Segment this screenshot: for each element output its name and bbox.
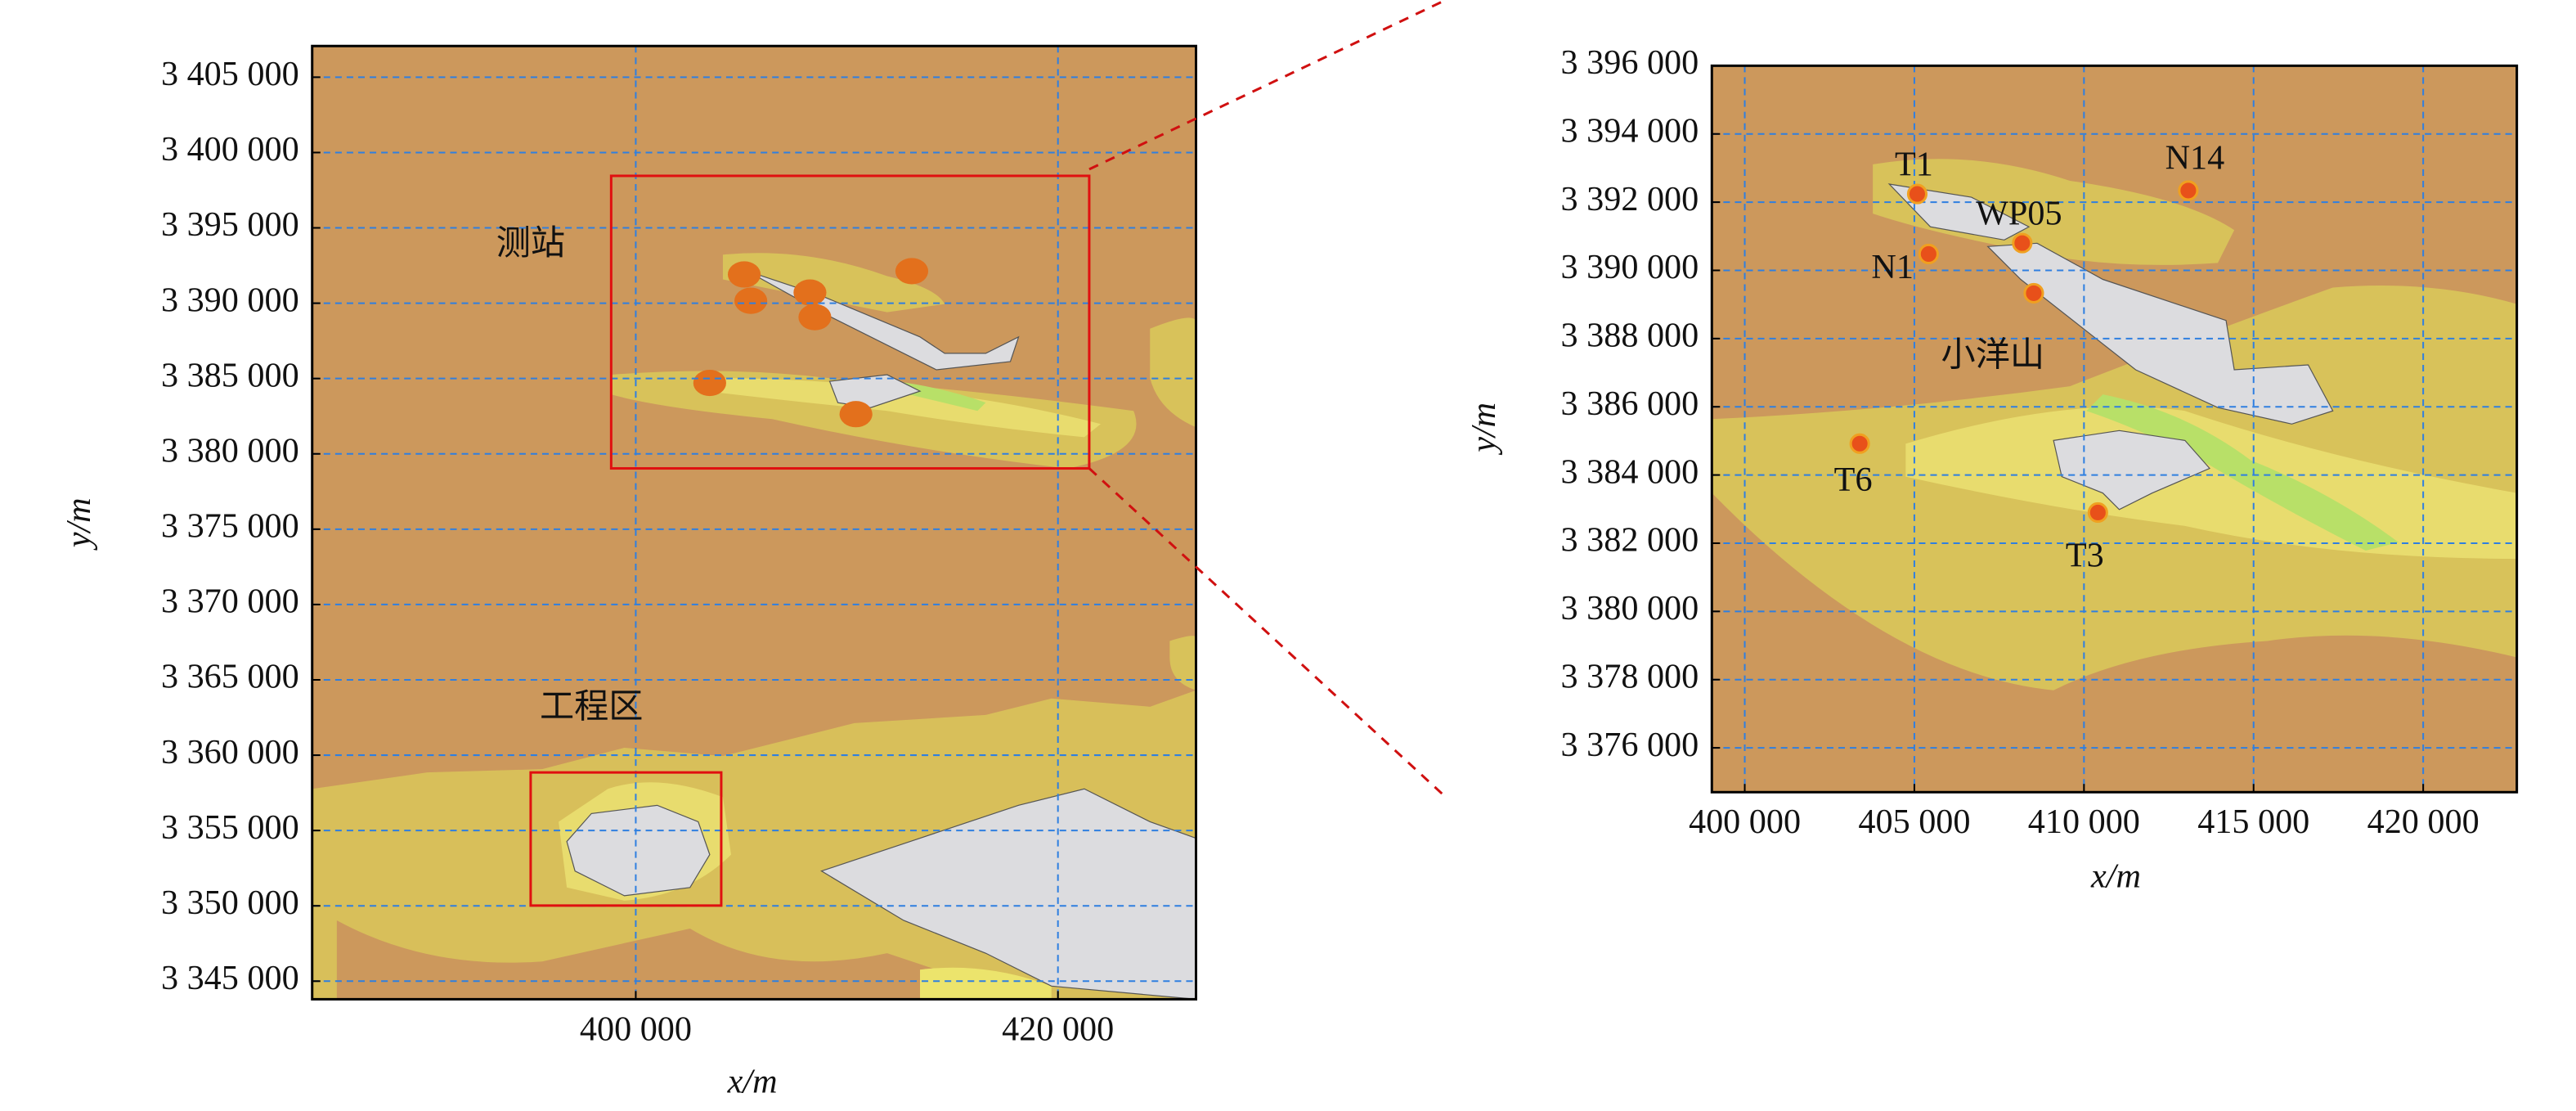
station — [1918, 243, 1939, 265]
y-tick-label: 3 376 000 — [1561, 726, 1699, 764]
y-axis-label: y/m — [60, 497, 98, 551]
station — [2178, 180, 2199, 201]
right-map-background — [1712, 65, 2517, 793]
connector — [1088, 0, 1447, 171]
station — [1906, 183, 1928, 205]
x-tick-label: 410 000 — [2028, 803, 2140, 841]
left-map-background — [312, 46, 1196, 1000]
annotation: 小洋山 — [1941, 336, 2045, 375]
x-axis-label: x/m — [727, 1063, 778, 1101]
y-tick-label: 3 395 000 — [161, 205, 299, 244]
y-tick-label: 3 375 000 — [161, 507, 299, 546]
station — [2012, 232, 2033, 254]
annotation: 工程区 — [540, 688, 644, 726]
station-label: N1 — [1871, 248, 1914, 286]
y-tick-label: 3 365 000 — [161, 658, 299, 696]
x-axis-label: x/m — [2090, 857, 2141, 895]
x-tick-label: 405 000 — [1858, 803, 1970, 841]
zoom-box — [609, 174, 1091, 470]
annotation: 测站 — [496, 224, 565, 263]
y-tick-label: 3 396 000 — [1561, 43, 1699, 82]
station-label: T3 — [2066, 536, 2104, 574]
y-tick-label: 3 384 000 — [1561, 452, 1699, 491]
overlay: 3 345 000 3 350 000 3 355 000 3 360 000 3 36… — [60, 43, 2519, 1101]
connector — [1088, 467, 1447, 798]
station-label: N14 — [2165, 138, 2225, 177]
y-tick-label: 3 390 000 — [1561, 248, 1699, 286]
y-tick-label: 3 345 000 — [161, 959, 299, 997]
y-tick-label: 3 350 000 — [161, 884, 299, 922]
y-tick-label: 3 392 000 — [1561, 180, 1699, 218]
y-tick-label: 3 380 000 — [1561, 589, 1699, 627]
y-axis-label: y/m — [1465, 403, 1503, 456]
y-tick-label: 3 385 000 — [161, 356, 299, 394]
station-label: WP05 — [1976, 195, 2062, 233]
y-tick-label: 3 380 000 — [161, 431, 299, 470]
x-tick-label: 420 000 — [2367, 803, 2480, 841]
y-tick-label: 3 388 000 — [1561, 317, 1699, 355]
y-tick-label: 3 355 000 — [161, 808, 299, 847]
y-tick-label: 3 400 000 — [161, 130, 299, 169]
y-tick-label: 3 386 000 — [1561, 385, 1699, 423]
y-tick-label: 3 405 000 — [161, 55, 299, 93]
station — [2023, 282, 2044, 304]
project-box — [529, 771, 723, 907]
station — [2087, 502, 2108, 524]
map-frame — [1710, 64, 2519, 794]
y-tick-label: 3 382 000 — [1561, 521, 1699, 560]
station — [1849, 433, 1870, 454]
y-tick-label: 3 394 000 — [1561, 111, 1699, 150]
station-label: T1 — [1895, 146, 1933, 184]
x-tick-label: 415 000 — [2197, 803, 2309, 841]
y-tick-label: 3 378 000 — [1561, 657, 1699, 695]
y-tick-label: 3 370 000 — [161, 582, 299, 621]
x-tick-label: 420 000 — [1002, 1010, 1114, 1048]
x-tick-label: 400 000 — [1689, 803, 1801, 841]
map-frame — [311, 44, 1198, 1001]
y-tick-label: 3 360 000 — [161, 733, 299, 771]
y-tick-label: 3 390 000 — [161, 281, 299, 319]
x-tick-label: 400 000 — [580, 1010, 692, 1048]
station-label: T6 — [1834, 461, 1873, 499]
